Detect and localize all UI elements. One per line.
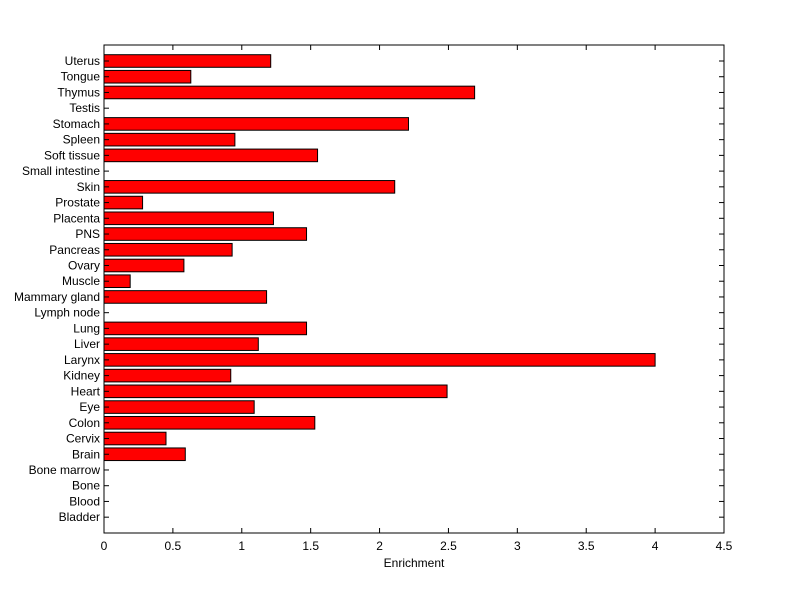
- x-tick-label-6: 3: [514, 539, 521, 553]
- category-label-colon: Colon: [69, 416, 100, 430]
- x-tick-labels: 0 0.5 1 1.5 2 2.5 3 3.5 4 4.5: [101, 539, 733, 553]
- category-label-placenta: Placenta: [53, 211, 100, 225]
- x-tick-label-2: 1: [238, 539, 245, 553]
- category-label-cervix: Cervix: [66, 432, 100, 446]
- category-label-testis: Testis: [69, 101, 100, 115]
- category-label-pns: PNS: [75, 227, 100, 241]
- bar-uterus: [103, 54, 272, 68]
- bar-tongue: [103, 69, 192, 84]
- bar-ovary: [103, 258, 185, 273]
- category-label-larynx: Larynx: [64, 353, 100, 367]
- category-label-lung: Lung: [73, 321, 100, 335]
- category-label-thymus: Thymus: [57, 85, 100, 99]
- category-label-small-intestine: Small intestine: [22, 164, 100, 178]
- x-tick-label-0: 0: [101, 539, 108, 553]
- category-label-spleen: Spleen: [63, 133, 100, 147]
- category-label-mammary-gland: Mammary gland: [14, 290, 100, 304]
- x-axis-label: Enrichment: [384, 556, 445, 570]
- bar-placenta: [103, 211, 274, 226]
- bar-mammary-gland: [103, 290, 268, 304]
- bar-spleen: [103, 132, 236, 147]
- ticks-group: [103, 45, 725, 533]
- category-label-liver: Liver: [74, 337, 100, 351]
- x-tick-label-1: 0.5: [165, 539, 182, 553]
- category-label-pancreas: Pancreas: [49, 243, 100, 257]
- category-label-kidney: Kidney: [63, 369, 100, 383]
- x-tick-label-9: 4.5: [716, 539, 733, 553]
- x-tick-label-8: 4: [652, 539, 659, 553]
- category-label-bladder: Bladder: [59, 510, 100, 524]
- bar-cervix: [103, 431, 167, 446]
- category-label-brain: Brain: [72, 447, 100, 461]
- x-tick-label-7: 3.5: [578, 539, 595, 553]
- category-label-muscle: Muscle: [62, 274, 100, 288]
- category-label-heart: Heart: [71, 384, 101, 398]
- bar-stomach: [103, 117, 409, 131]
- bar-eye: [103, 400, 255, 414]
- plot-frame: [103, 44, 725, 534]
- category-label-tongue: Tongue: [61, 70, 101, 84]
- bar-colon: [103, 415, 316, 430]
- bar-skin: [103, 180, 396, 194]
- category-label-bone-marrow: Bone marrow: [29, 463, 101, 477]
- bar-kidney: [103, 368, 232, 383]
- x-tick-label-5: 2.5: [440, 539, 457, 553]
- bar-prostate: [103, 195, 144, 210]
- x-tick-label-4: 2: [376, 539, 383, 553]
- category-label-eye: Eye: [79, 400, 100, 414]
- category-label-bone: Bone: [72, 479, 100, 493]
- bar-pns: [103, 227, 308, 241]
- bar-lung: [103, 321, 308, 336]
- category-label-ovary: Ovary: [68, 258, 100, 272]
- category-label-stomach: Stomach: [53, 117, 100, 131]
- category-label-uterus: Uterus: [65, 54, 100, 68]
- category-label-blood: Blood: [69, 494, 100, 508]
- bar-liver: [103, 337, 259, 351]
- category-label-prostate: Prostate: [55, 196, 100, 210]
- category-label-soft-tissue: Soft tissue: [44, 148, 100, 162]
- category-label-skin: Skin: [77, 180, 100, 194]
- bar-pancreas: [103, 242, 233, 257]
- bar-brain: [103, 447, 186, 462]
- bar-soft-tissue: [103, 148, 319, 163]
- bar-thymus: [103, 85, 476, 100]
- category-label-lymph-node: Lymph node: [34, 306, 100, 320]
- bar-heart: [103, 384, 448, 399]
- x-tick-label-3: 1.5: [302, 539, 319, 553]
- bar-larynx: [103, 353, 656, 367]
